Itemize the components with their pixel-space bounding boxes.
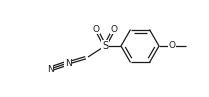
- Text: N: N: [65, 58, 71, 68]
- Text: N: N: [47, 65, 53, 74]
- Text: O: O: [168, 42, 176, 51]
- Text: O: O: [111, 25, 117, 33]
- Text: O: O: [93, 25, 99, 33]
- Text: S: S: [102, 41, 108, 51]
